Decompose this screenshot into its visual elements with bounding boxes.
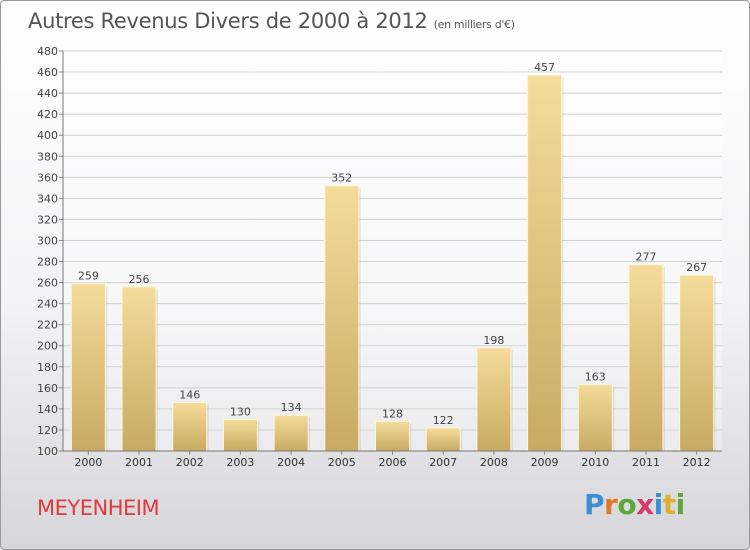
data-label-2001: 256 [129, 273, 150, 286]
x-tick-label-2008: 2008 [480, 456, 508, 469]
y-tick-label-380: 380 [37, 150, 58, 163]
data-label-2011: 277 [635, 251, 656, 264]
y-tick-label-220: 220 [37, 319, 58, 332]
data-label-2000: 259 [78, 270, 99, 283]
y-tick-label-180: 180 [37, 361, 58, 374]
data-label-2005: 352 [331, 172, 352, 185]
bars [70, 74, 716, 452]
logo-letter: r [604, 488, 618, 521]
y-tick-label-260: 260 [37, 277, 58, 290]
y-tick-label-200: 200 [37, 340, 58, 353]
data-label-2010: 163 [585, 371, 606, 384]
city-name: MEYENHEIM [37, 496, 160, 520]
y-tick-label-480: 480 [37, 45, 58, 58]
y-tick-label-300: 300 [37, 234, 58, 247]
x-tick-label-2010: 2010 [581, 456, 609, 469]
y-tick-label-240: 240 [37, 298, 58, 311]
x-tick-label-2005: 2005 [328, 456, 356, 469]
grid-lines [63, 50, 722, 452]
bar-2008 [476, 347, 512, 452]
y-tick-label-100: 100 [37, 445, 58, 458]
bar-2000 [70, 283, 106, 452]
data-label-2007: 122 [433, 414, 454, 427]
data-label-2002: 146 [179, 389, 200, 402]
data-label-2008: 198 [483, 334, 504, 347]
x-tick-label-2004: 2004 [277, 456, 305, 469]
logo-letter: o [617, 488, 637, 521]
x-tick-label-2001: 2001 [125, 456, 153, 469]
chart-subtitle: (en milliers d'€) [433, 18, 515, 31]
bar-2010 [577, 384, 613, 452]
bar-2002 [172, 402, 208, 452]
y-tick-label-440: 440 [37, 87, 58, 100]
logo-letter: i [675, 488, 686, 521]
data-labels: 259 256 146 130 134 352 128 122 198 457 163 277 267 [78, 61, 707, 427]
y-tick-label-280: 280 [37, 256, 58, 269]
y-tick-label-460: 460 [37, 66, 58, 79]
x-tick-label-2007: 2007 [429, 456, 457, 469]
x-tick-label-2006: 2006 [379, 456, 407, 469]
bar-2003 [222, 418, 258, 452]
y-tick-label-320: 320 [37, 213, 58, 226]
logo-letter: P [584, 488, 605, 521]
y-tick-label-340: 340 [37, 192, 58, 205]
logo-letter: t [662, 488, 676, 521]
bar-2001 [121, 286, 157, 452]
bar-2004 [273, 414, 309, 452]
y-tick-label-360: 360 [37, 171, 58, 184]
bar-2006 [375, 421, 410, 452]
data-label-2006: 128 [382, 408, 403, 421]
data-label-2009: 457 [534, 61, 555, 74]
chart-title-text: Autres Revenus Divers de 2000 à 2012 [28, 9, 428, 33]
x-tick-label-2012: 2012 [683, 456, 711, 469]
bar-2012 [679, 274, 715, 452]
axes: 100 120 140 160 180 200 220 240 260 280 300 320 340 3… [37, 45, 722, 469]
proxiti-logo: Proxiti [584, 488, 685, 521]
y-tick-label-160: 160 [37, 382, 58, 395]
data-label-2004: 134 [281, 401, 302, 414]
chart-title: Autres Revenus Divers de 2000 à 2012 (en … [28, 9, 515, 33]
logo-letter: i [653, 488, 664, 521]
x-tick-label-2002: 2002 [176, 456, 204, 469]
x-tick-label-2011: 2011 [632, 456, 660, 469]
y-tick-label-420: 420 [37, 108, 58, 121]
x-tick-label-2009: 2009 [531, 456, 559, 469]
logo-letter: x [636, 488, 654, 521]
x-tick-label-2000: 2000 [74, 456, 102, 469]
y-tick-label-120: 120 [37, 424, 58, 437]
x-tick-label-2003: 2003 [226, 456, 254, 469]
y-tick-label-140: 140 [37, 403, 58, 416]
bar-2009 [527, 74, 563, 452]
y-tick-label-400: 400 [37, 129, 58, 142]
bar-2007 [425, 427, 461, 452]
bar-2005 [324, 185, 360, 452]
bar-2011 [628, 264, 664, 452]
data-label-2012: 267 [686, 261, 707, 274]
data-label-2003: 130 [230, 405, 251, 418]
plot-area [63, 51, 722, 451]
